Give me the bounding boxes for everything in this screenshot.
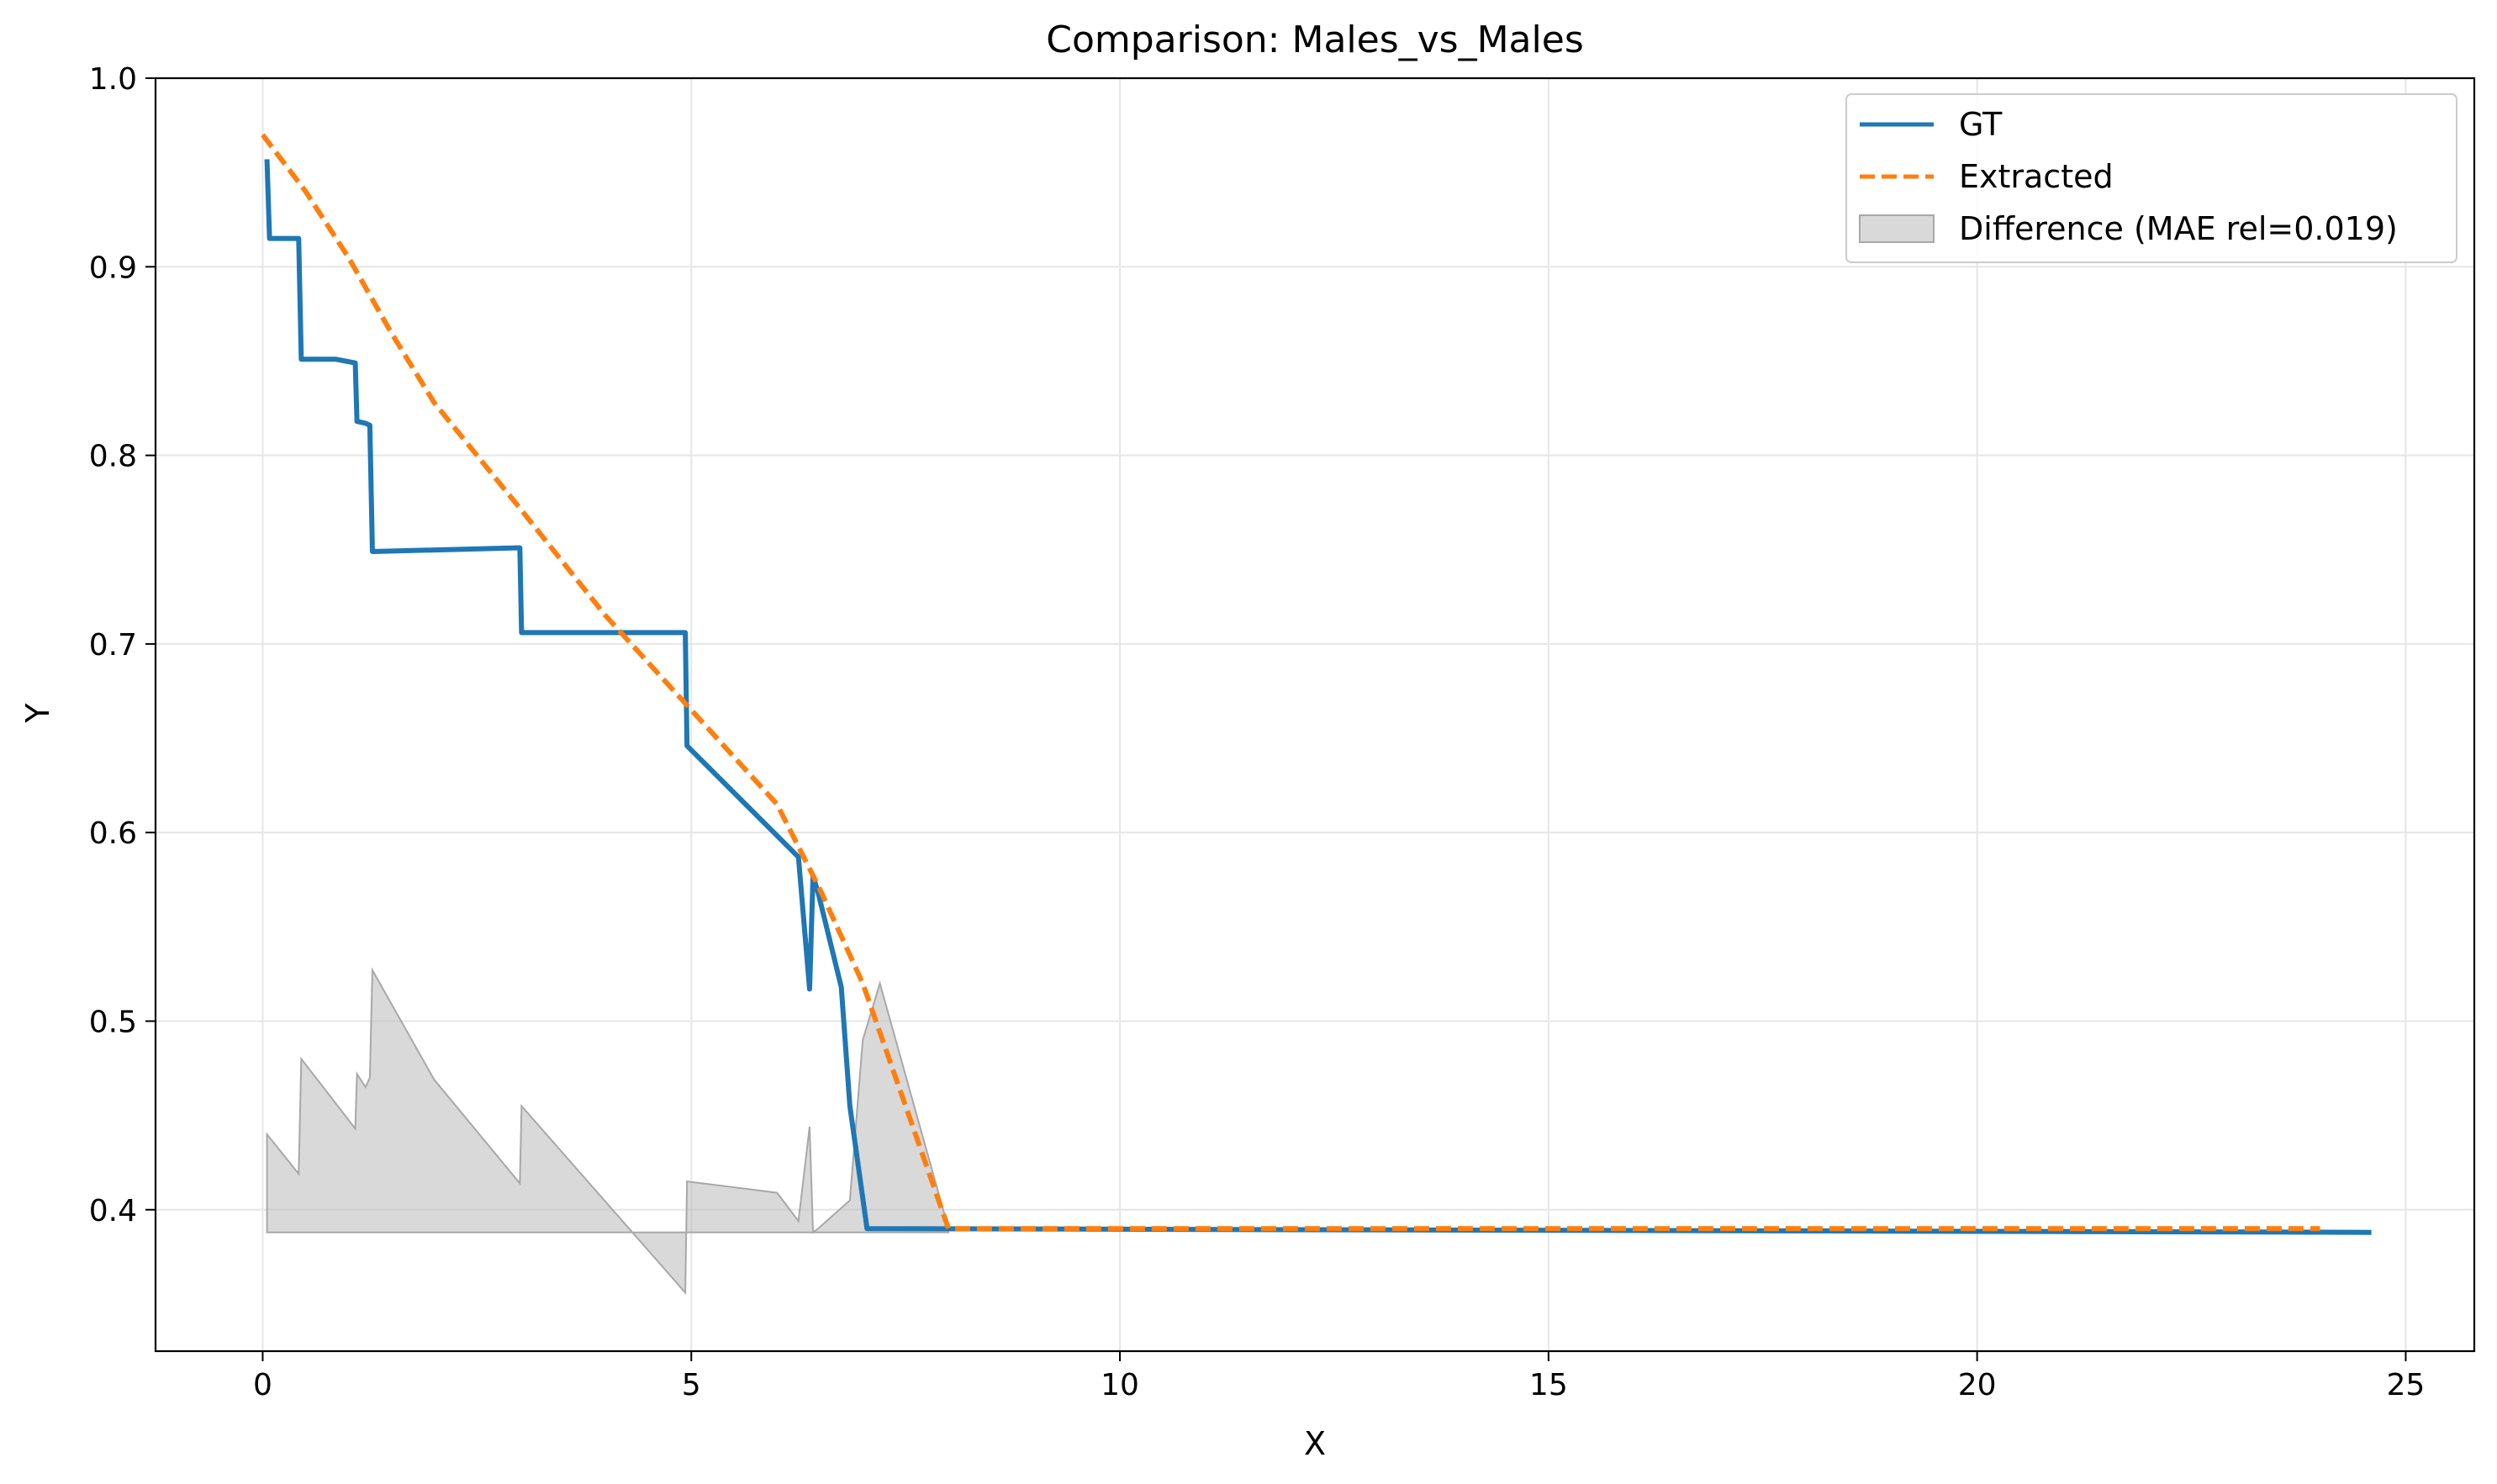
x-tick-label: 10 — [1101, 1368, 1139, 1402]
x-tick-label: 5 — [682, 1368, 701, 1402]
y-tick-label: 0.4 — [89, 1194, 137, 1228]
y-tick-label: 0.5 — [89, 1005, 137, 1039]
legend-gt-label: GT — [1959, 106, 2003, 143]
y-tick-label: 1.0 — [89, 62, 137, 97]
legend-extracted-label: Extracted — [1959, 158, 2114, 195]
plot-frame — [154, 77, 2476, 1353]
difference-area — [266, 967, 950, 1296]
x-tick-label: 25 — [2387, 1368, 2426, 1402]
legend-difference-label: Difference (MAE rel=0.019) — [1959, 210, 2398, 247]
series-line-gt — [264, 159, 2372, 1235]
axis-ticks: 0 5 10 15 20 25 0.4 0.5 0.6 0.7 0.8 0.9 1.0 — [89, 62, 2426, 1402]
series-line-extracted — [261, 133, 2320, 1232]
plot-layer — [261, 133, 2372, 1296]
legend: GT Extracted Difference (MAE rel=0.019) — [1845, 93, 2457, 263]
x-tick-label: 0 — [253, 1368, 272, 1402]
x-axis-label: X — [1304, 1425, 1326, 1462]
y-tick-label: 0.9 — [89, 251, 137, 285]
y-axis-label: Y — [19, 703, 56, 724]
grid — [156, 77, 2474, 1351]
y-tick-label: 0.8 — [89, 440, 137, 474]
legend-box — [1845, 93, 2457, 263]
x-tick-label: 15 — [1529, 1368, 1568, 1402]
chart-title: Comparison: Males_vs_Males — [1046, 18, 1584, 61]
legend-difference-swatch — [1859, 214, 1935, 243]
y-tick-label: 0.7 — [89, 628, 137, 663]
x-tick-label: 20 — [1958, 1368, 1997, 1402]
y-tick-label: 0.6 — [89, 816, 137, 851]
